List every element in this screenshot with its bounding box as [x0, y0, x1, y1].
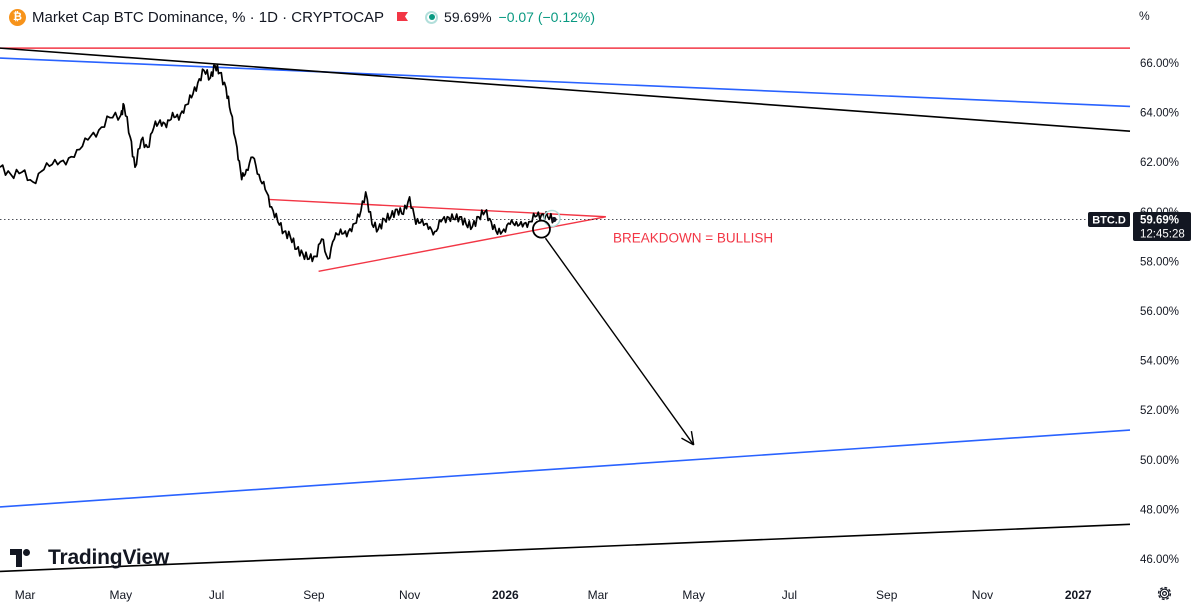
- last-price-label: 59.69%: [1140, 214, 1179, 226]
- last-price-box[interactable]: [1133, 211, 1191, 241]
- x-tick-label: 2027: [1065, 588, 1092, 602]
- x-tick-label: Nov: [399, 588, 420, 602]
- tradingview-brand[interactable]: TradingView: [10, 546, 169, 570]
- triangle-lower-line[interactable]: [318, 216, 606, 273]
- series-layer: [0, 63, 555, 263]
- breakdown-circle[interactable]: [532, 219, 551, 239]
- last-price-dot: [551, 216, 557, 223]
- brand-name: TradingView: [48, 546, 170, 569]
- symbol-label-box[interactable]: [1088, 211, 1130, 227]
- black-lower-trendline[interactable]: [0, 523, 1131, 573]
- btc-dominance-line[interactable]: [0, 63, 555, 263]
- symbol-label: BTC.D: [1092, 214, 1126, 226]
- tradingview-logo-icon: [10, 549, 30, 567]
- x-tick-label: May: [682, 588, 705, 602]
- y-tick-label: 48.00%: [1140, 504, 1179, 516]
- flag-icon[interactable]: [396, 11, 409, 23]
- y-tick-label: 56.00%: [1140, 306, 1179, 318]
- header-change: −0.07 (−0.12%): [498, 9, 596, 25]
- y-tick-label: 52.00%: [1140, 405, 1179, 417]
- drawing-layer: [0, 47, 1131, 573]
- y-tick-label: 54.00%: [1140, 356, 1179, 368]
- gear-icon[interactable]: [1156, 585, 1173, 602]
- y-tick-label: 46.00%: [1140, 554, 1179, 566]
- arrow-head-right: [681, 437, 695, 446]
- x-tick-label: Sep: [876, 588, 898, 602]
- x-tick-label: Nov: [972, 588, 993, 602]
- arrow-head-left: [690, 430, 695, 446]
- chart-header: ₿ Market Cap BTC Dominance, % · 1D · CRY…: [0, 0, 1130, 34]
- triangle-upper-line[interactable]: [268, 198, 606, 218]
- y-axis[interactable]: 46.00% 48.00% 50.00% 52.00% 54.00% 56.00% 58.0…: [1088, 58, 1191, 566]
- annotation-layer: BREAKDOWN = BULLISH: [0, 209, 1130, 446]
- x-tick-label: Jul: [209, 588, 224, 602]
- header-price: 59.69%: [444, 9, 492, 25]
- x-tick-label: May: [110, 588, 133, 602]
- x-tick-label: Sep: [303, 588, 325, 602]
- x-tick-label: Mar: [15, 588, 36, 602]
- price-scale-unit[interactable]: %: [1139, 9, 1150, 23]
- live-marker: [543, 209, 561, 228]
- y-tick-label: 62.00%: [1140, 157, 1179, 169]
- y-tick-label: 66.00%: [1140, 58, 1179, 70]
- countdown-label: 12:45:28: [1140, 228, 1185, 240]
- x-tick-label: 2026: [492, 588, 519, 602]
- market-status-icon[interactable]: [425, 10, 439, 24]
- breakdown-arrow[interactable]: [544, 237, 695, 446]
- y-tick-label: 58.00%: [1140, 256, 1179, 268]
- x-tick-label: Jul: [782, 588, 797, 602]
- blue-upper-trendline[interactable]: [0, 57, 1131, 108]
- y-tick-label: 64.00%: [1140, 108, 1179, 120]
- bitcoin-icon: ₿: [9, 8, 26, 26]
- blue-lower-trendline[interactable]: [0, 429, 1131, 508]
- breakdown-annotation[interactable]: BREAKDOWN = BULLISH: [613, 230, 773, 245]
- y-tick-label: 50.00%: [1140, 455, 1179, 467]
- black-upper-trendline[interactable]: [0, 47, 1131, 132]
- x-tick-label: Mar: [588, 588, 609, 602]
- symbol-title[interactable]: Market Cap BTC Dominance, % · 1D · CRYPT…: [32, 8, 385, 26]
- x-axis[interactable]: Mar May Jul Sep Nov 2026 Mar May Jul Sep Nov 2027: [15, 588, 1092, 602]
